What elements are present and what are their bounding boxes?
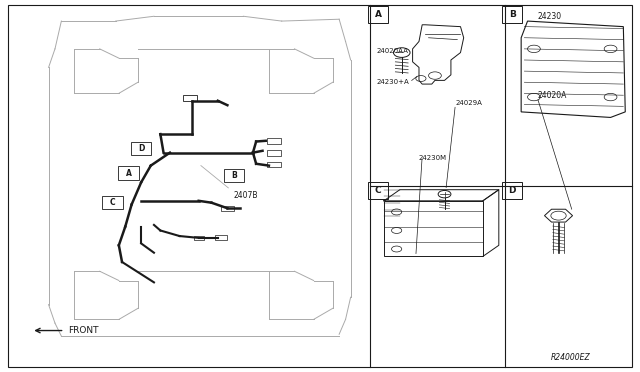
Circle shape <box>394 48 410 57</box>
Bar <box>267 138 281 144</box>
Bar <box>193 235 204 240</box>
FancyBboxPatch shape <box>131 141 152 155</box>
Text: 24029A: 24029A <box>456 100 483 106</box>
Text: 24020AA: 24020AA <box>376 48 408 54</box>
FancyBboxPatch shape <box>502 6 522 23</box>
FancyBboxPatch shape <box>223 169 244 182</box>
Text: R24000EZ: R24000EZ <box>551 353 591 362</box>
Polygon shape <box>545 209 573 222</box>
Bar <box>182 95 196 101</box>
Text: A: A <box>125 169 131 177</box>
Text: 24230M: 24230M <box>419 155 447 161</box>
Bar <box>384 201 483 256</box>
Bar <box>221 206 234 211</box>
Text: C: C <box>375 186 381 195</box>
Text: A: A <box>374 10 381 19</box>
Text: FRONT: FRONT <box>68 326 99 335</box>
Text: D: D <box>138 144 145 153</box>
Bar <box>214 235 227 240</box>
FancyBboxPatch shape <box>118 166 139 180</box>
FancyBboxPatch shape <box>368 182 388 199</box>
Text: 24230+A: 24230+A <box>376 79 409 85</box>
Text: 24230: 24230 <box>537 12 561 21</box>
Text: D: D <box>508 186 516 195</box>
Text: 24020A: 24020A <box>537 91 566 100</box>
FancyBboxPatch shape <box>102 196 123 209</box>
Bar <box>267 161 281 167</box>
Circle shape <box>438 190 451 198</box>
FancyBboxPatch shape <box>368 6 388 23</box>
Text: B: B <box>509 10 516 19</box>
Text: 2407B: 2407B <box>234 191 259 200</box>
FancyBboxPatch shape <box>502 182 522 199</box>
Text: B: B <box>231 171 237 180</box>
Bar <box>267 150 281 155</box>
Text: C: C <box>109 198 115 207</box>
